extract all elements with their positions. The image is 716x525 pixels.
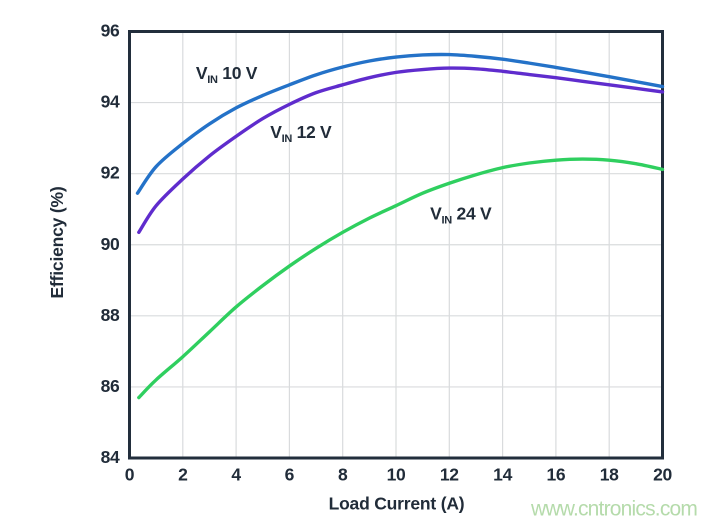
curves <box>135 52 665 400</box>
y-axis-title: Efficiency (%) <box>47 187 67 299</box>
x-tick-label-4: 4 <box>231 465 241 485</box>
watermark: www.cntronics.com <box>530 498 697 521</box>
y-tick-label-94: 94 <box>101 92 120 112</box>
y-tick-label-84: 84 <box>101 447 120 467</box>
tick-labels: 84 86 88 90 92 94 96 0 2 4 6 8 10 12 14 16 18 20 <box>101 21 673 485</box>
series-label-vin-12-v: VIN 12 V <box>270 122 332 145</box>
curve-vin-12-v <box>137 66 665 235</box>
x-tick-label-14: 14 <box>493 465 512 485</box>
plot-border <box>128 30 664 460</box>
x-tick-label-16: 16 <box>546 465 565 485</box>
x-tick-label-20: 20 <box>653 465 672 485</box>
gridlines <box>129 31 663 458</box>
x-tick-label-2: 2 <box>178 465 188 485</box>
y-tick-label-90: 90 <box>101 234 120 254</box>
y-tick-label-92: 92 <box>101 163 120 183</box>
curve-vin-24-v <box>137 157 665 400</box>
x-tick-label-6: 6 <box>285 465 295 485</box>
series-label-vin-10-v: VIN 10 V <box>196 63 258 86</box>
x-tick-label-8: 8 <box>338 465 348 485</box>
curve-vin-10-v <box>135 52 665 195</box>
y-tick-label-96: 96 <box>101 21 120 41</box>
x-tick-label-12: 12 <box>440 465 459 485</box>
x-tick-label-18: 18 <box>600 465 619 485</box>
x-tick-label-0: 0 <box>125 465 135 485</box>
series-label-vin-24-v: VIN 24 V <box>430 203 492 226</box>
x-tick-label-10: 10 <box>387 465 406 485</box>
x-axis-title: Load Current (A) <box>329 494 465 514</box>
y-tick-label-88: 88 <box>101 305 120 325</box>
y-tick-label-86: 86 <box>101 376 120 396</box>
